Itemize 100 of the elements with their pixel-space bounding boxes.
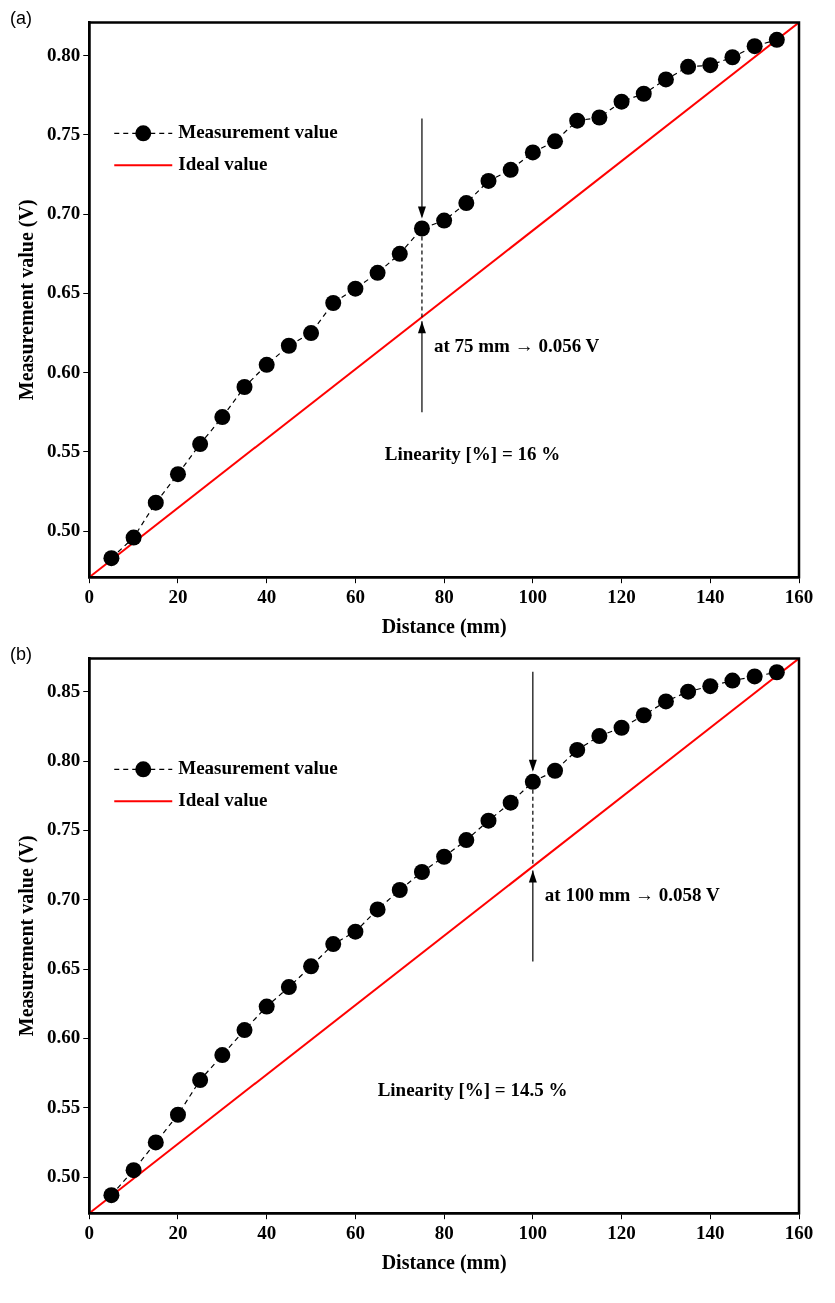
x-tick-label: 20 — [168, 585, 188, 607]
y-tick-label: 0.50 — [47, 1165, 81, 1187]
y-tick-label: 0.65 — [47, 956, 81, 978]
point — [768, 31, 785, 48]
point — [524, 773, 541, 790]
point — [280, 337, 297, 354]
point — [613, 719, 630, 736]
point — [369, 901, 386, 918]
point — [680, 683, 697, 700]
point — [524, 144, 541, 161]
x-tick-label: 140 — [696, 1221, 725, 1243]
point — [635, 85, 652, 102]
point — [303, 958, 320, 975]
point — [347, 923, 364, 940]
x-tick-label: 0 — [84, 1221, 94, 1243]
y-tick-label: 0.60 — [47, 1026, 81, 1048]
point — [258, 998, 275, 1015]
point — [169, 1106, 186, 1123]
point — [258, 356, 275, 373]
point — [458, 195, 475, 212]
point — [369, 264, 386, 281]
point — [724, 672, 741, 689]
point — [103, 1187, 120, 1204]
x-tick-label: 40 — [257, 585, 277, 607]
point — [613, 93, 630, 110]
point — [746, 38, 763, 55]
x-tick-label: 100 — [518, 585, 548, 607]
point — [347, 280, 364, 297]
point — [436, 212, 453, 229]
x-axis-title: Distance (mm) — [381, 1251, 507, 1275]
y-tick-label: 0.60 — [47, 360, 81, 382]
point — [147, 1134, 164, 1151]
point — [169, 466, 186, 483]
point — [547, 762, 564, 779]
point — [458, 832, 475, 849]
point — [147, 494, 164, 511]
point — [569, 741, 586, 758]
chart-title: (b) — [10, 643, 32, 664]
x-axis-title: Distance (mm) — [381, 615, 507, 639]
x-tick-label: 0 — [84, 585, 94, 607]
point — [325, 936, 342, 953]
legend-label: Measurement value — [178, 121, 338, 143]
point — [502, 794, 519, 811]
legend-label: Ideal value — [178, 153, 268, 175]
x-tick-label: 120 — [607, 585, 636, 607]
point — [391, 882, 408, 899]
point — [702, 57, 719, 74]
x-tick-label: 60 — [345, 1221, 365, 1243]
x-tick-label: 40 — [257, 1221, 277, 1243]
y-tick-label: 0.70 — [47, 202, 81, 224]
point — [413, 220, 430, 237]
point — [569, 112, 586, 129]
point — [480, 812, 497, 829]
point — [746, 668, 763, 685]
y-axis-title: Measurement value (V) — [15, 835, 39, 1037]
y-tick-label: 0.75 — [47, 818, 81, 840]
legend-label: Measurement value — [178, 757, 338, 779]
y-tick-label: 0.65 — [47, 281, 81, 303]
chart-title: (a) — [10, 7, 32, 28]
y-tick-label: 0.80 — [47, 748, 81, 770]
point — [236, 378, 253, 395]
x-tick-label: 160 — [784, 1221, 814, 1243]
legend-label: Ideal value — [178, 789, 268, 811]
point — [547, 133, 564, 150]
x-tick-label: 100 — [518, 1221, 548, 1243]
point — [702, 678, 719, 695]
point — [680, 58, 697, 75]
point — [502, 161, 519, 178]
point — [391, 245, 408, 262]
point — [635, 707, 652, 724]
annotation: at 75 mm → 0.056 V — [433, 335, 600, 357]
y-tick-label: 0.50 — [47, 519, 81, 541]
point — [591, 728, 608, 745]
annotation: at 100 mm → 0.058 V — [544, 884, 720, 906]
y-tick-label: 0.55 — [47, 439, 81, 461]
point — [214, 1047, 231, 1064]
x-tick-label: 20 — [168, 1221, 188, 1243]
point — [125, 529, 142, 546]
x-tick-label: 120 — [607, 1221, 636, 1243]
x-tick-label: 80 — [434, 585, 454, 607]
point — [591, 109, 608, 126]
point — [325, 294, 342, 311]
point — [236, 1022, 253, 1039]
point — [103, 550, 120, 567]
point — [303, 325, 320, 342]
x-tick-label: 140 — [696, 585, 725, 607]
y-tick-label: 0.55 — [47, 1095, 81, 1117]
point — [724, 49, 741, 66]
y-tick-label: 0.75 — [47, 122, 81, 144]
annotation: Linearity [%] = 16 % — [384, 443, 561, 465]
x-tick-label: 160 — [784, 585, 814, 607]
y-tick-label: 0.85 — [47, 679, 81, 701]
point — [125, 1162, 142, 1179]
point — [436, 848, 453, 865]
x-tick-label: 80 — [434, 1221, 454, 1243]
point — [192, 1072, 209, 1089]
y-tick-label: 0.70 — [47, 887, 81, 909]
point — [768, 664, 785, 681]
point — [657, 693, 674, 710]
annotation: Linearity [%] = 14.5 % — [377, 1079, 568, 1101]
